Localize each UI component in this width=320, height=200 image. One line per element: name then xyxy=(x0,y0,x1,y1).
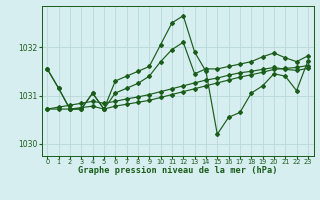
X-axis label: Graphe pression niveau de la mer (hPa): Graphe pression niveau de la mer (hPa) xyxy=(78,166,277,175)
